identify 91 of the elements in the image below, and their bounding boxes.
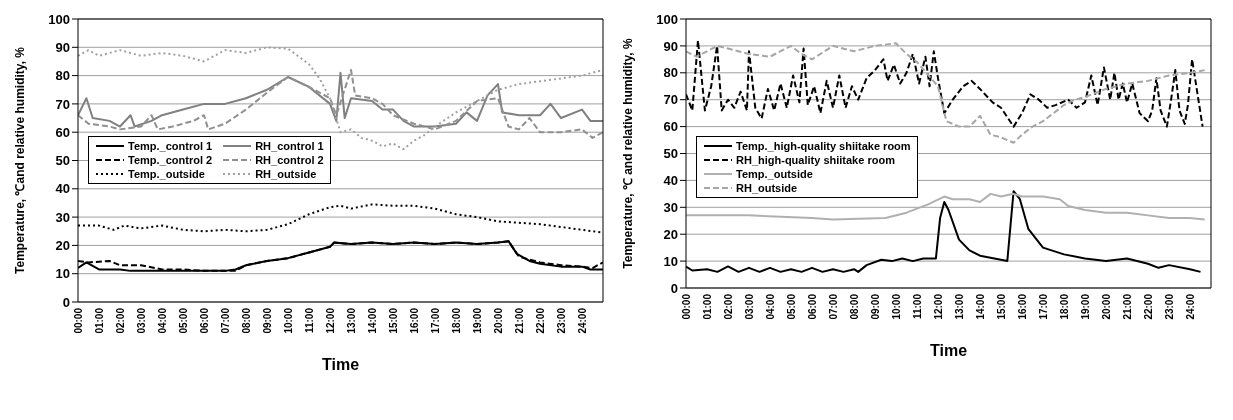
line-series [686,42,1206,144]
x-tick-label: 02:00 [722,293,734,320]
y-tick-label: 80 [55,68,70,84]
x-tick-label: 07:00 [827,293,839,320]
x-tick-label: 13:00 [953,293,965,320]
y-tick-label: 70 [663,92,678,108]
x-tick-label: 03:00 [135,307,147,334]
x-tick-label: 19:00 [1079,293,1091,320]
y-axis-title: Temperature, ℃and relative humidity, % [13,46,28,274]
y-tick-label: 20 [55,238,70,254]
y-tick-label: 60 [663,119,678,135]
x-tick-label: 21:00 [513,307,525,334]
x-tick-label: 03:00 [743,293,755,320]
x-tick-label: 01:00 [93,307,105,334]
y-tick-label: 30 [55,209,70,225]
x-tick-label: 21:00 [1121,293,1133,320]
x-tick-label: 06:00 [806,293,818,320]
y-tick-label: 40 [663,173,678,189]
y-tick-label: 0 [670,280,678,296]
x-tick-label: 15:00 [387,307,399,334]
line-series [686,192,1206,221]
line-series [78,71,603,128]
y-tick-label: 0 [62,294,70,310]
x-tick-label: 09:00 [261,307,273,334]
x-tick-label: 02:00 [114,307,126,334]
x-tick-label: 11:00 [303,307,315,334]
legend-label: RH_outside [736,182,798,194]
x-tick-label: 08:00 [240,307,252,334]
x-tick-label: 14:00 [974,293,986,320]
y-tick-label: 60 [55,124,70,140]
y-tick-label: 10 [55,266,70,282]
x-tick-label: 06:00 [198,307,210,334]
x-tick-label: 14:00 [366,307,378,334]
legend-label: RH_control 1 [255,140,324,152]
x-tick-label: 12:00 [932,293,944,320]
x-tick-label: 23:00 [1163,293,1175,320]
legend-label: RH_outside [255,168,317,180]
x-tick-label: 16:00 [408,307,420,334]
y-tick-label: 100 [48,11,70,27]
x-tick-label: 23:00 [555,307,567,334]
y-tick-label: 90 [663,38,678,54]
x-tick-label: 15:00 [995,293,1007,320]
x-tick-label: 19:00 [471,307,483,334]
y-tick-label: 70 [55,96,70,112]
x-axis-title: Time [321,356,360,373]
line-series [78,68,603,139]
y-tick-label: 100 [656,11,678,27]
x-axis-title: Time [929,342,968,359]
x-tick-label: 20:00 [492,307,504,334]
y-tick-label: 20 [663,226,678,242]
legend-label: Temp._outside [128,168,205,180]
legend-label: Temp._control 2 [128,154,213,166]
legend-label: RH_high-quality shiitake room [736,154,895,166]
x-tick-label: 10:00 [890,293,902,320]
x-tick-label: 24:00 [576,307,588,334]
x-tick-label: 04:00 [764,293,776,320]
x-tick-label: 09:00 [869,293,881,320]
x-tick-label: 00:00 [72,307,84,334]
y-tick-label: 40 [55,181,70,197]
x-tick-label: 17:00 [429,307,441,334]
x-tick-label: 22:00 [1142,293,1154,320]
legend-label: Temp._control 1 [128,140,213,152]
x-tick-label: 17:00 [1037,293,1049,320]
y-tick-label: 80 [663,65,678,81]
x-tick-label: 13:00 [345,307,357,334]
x-tick-label: 24:00 [1184,293,1196,320]
x-tick-label: 05:00 [785,293,797,320]
y-tick-label: 30 [663,199,678,215]
y-tick-label: 10 [663,253,678,269]
x-tick-label: 20:00 [1100,293,1112,320]
x-tick-label: 22:00 [534,307,546,334]
x-tick-label: 07:00 [219,307,231,334]
x-tick-label: 04:00 [156,307,168,334]
line-series [78,46,603,151]
legend-label: RH_control 2 [255,154,324,166]
x-tick-label: 12:00 [324,307,336,334]
x-tick-label: 05:00 [177,307,189,334]
x-tick-label: 08:00 [848,293,860,320]
x-tick-label: 11:00 [911,293,923,320]
x-tick-label: 18:00 [450,307,462,334]
y-tick-label: 90 [55,39,70,55]
legend-label: Temp._outside [736,168,813,180]
y-axis-title: Temperature, ℃ and relative humidity, % [621,38,636,269]
y-tick-label: 50 [663,146,678,162]
x-tick-label: 00:00 [680,293,692,320]
x-tick-label: 16:00 [1016,293,1028,320]
y-tick-label: 50 [55,153,70,169]
legend-label: Temp._high-quality shiitake room [736,140,911,152]
x-tick-label: 18:00 [1058,293,1070,320]
x-tick-label: 01:00 [701,293,713,320]
x-tick-label: 10:00 [282,307,294,334]
